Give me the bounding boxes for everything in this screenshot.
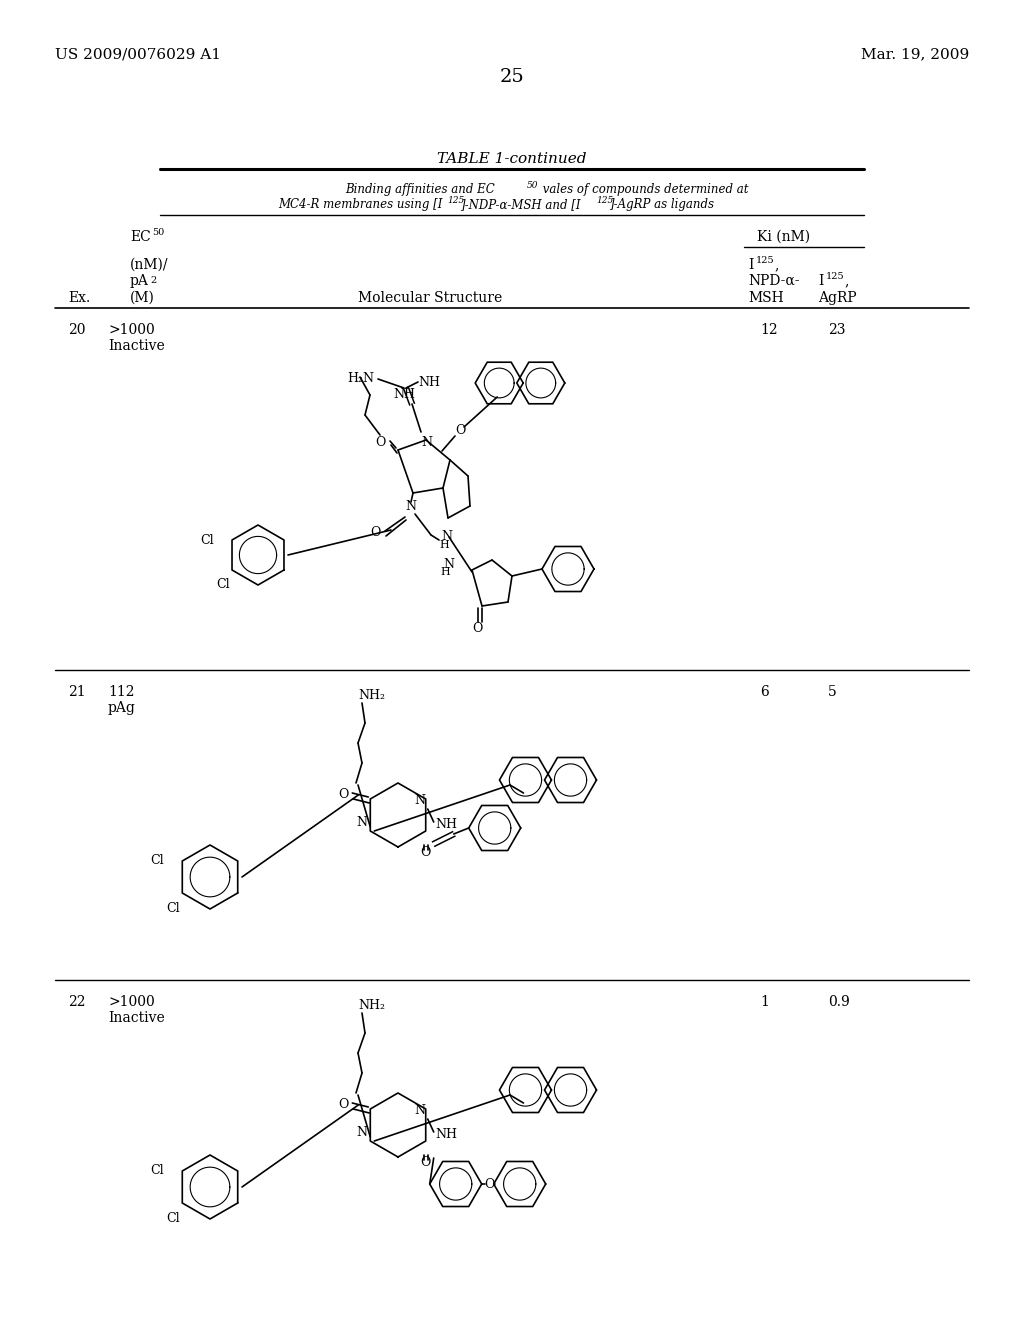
Text: N: N [356, 817, 368, 829]
Text: NH: NH [436, 817, 458, 830]
Text: pA: pA [130, 275, 148, 288]
Text: 6: 6 [760, 685, 769, 700]
Text: Cl: Cl [166, 903, 180, 916]
Text: 50: 50 [527, 181, 539, 190]
Text: Ex.: Ex. [68, 290, 90, 305]
Text: O: O [421, 1155, 431, 1168]
Text: 50: 50 [152, 228, 164, 238]
Text: I: I [818, 275, 823, 288]
Text: MSH: MSH [748, 290, 783, 305]
Text: EC: EC [130, 230, 151, 244]
Text: ,: , [774, 257, 778, 272]
Text: 125: 125 [596, 195, 613, 205]
Text: AgRP: AgRP [818, 290, 857, 305]
Text: ]-NDP-α-MSH and [I: ]-NDP-α-MSH and [I [460, 198, 581, 211]
Text: O: O [455, 425, 465, 437]
Text: (M): (M) [130, 290, 155, 305]
Text: ]-AgRP as ligands: ]-AgRP as ligands [609, 198, 714, 211]
Text: 20: 20 [68, 323, 85, 337]
Text: Mar. 19, 2009: Mar. 19, 2009 [861, 48, 969, 61]
Text: N: N [356, 1126, 368, 1139]
Text: 12: 12 [760, 323, 777, 337]
Text: pAg: pAg [108, 701, 136, 715]
Text: Cl: Cl [151, 1164, 164, 1177]
Text: Ki (nM): Ki (nM) [758, 230, 811, 244]
Text: MC4-R membranes using [I: MC4-R membranes using [I [278, 198, 442, 211]
Text: O: O [371, 525, 381, 539]
Text: O: O [484, 1177, 495, 1191]
Text: H₂N: H₂N [347, 371, 374, 384]
Text: N: N [422, 437, 432, 450]
Text: NPD-α-: NPD-α- [748, 275, 800, 288]
Text: N: N [415, 795, 425, 808]
Text: 5: 5 [828, 685, 837, 700]
Text: O: O [338, 1098, 348, 1111]
Text: NH₂: NH₂ [358, 689, 385, 702]
Text: 22: 22 [68, 995, 85, 1008]
Text: NH₂: NH₂ [358, 999, 385, 1012]
Text: Cl: Cl [201, 533, 214, 546]
Text: Molecular Structure: Molecular Structure [357, 290, 502, 305]
Text: 0.9: 0.9 [828, 995, 850, 1008]
Text: 1: 1 [760, 995, 769, 1008]
Text: O: O [421, 846, 431, 858]
Text: O: O [338, 788, 348, 801]
Text: N: N [441, 531, 452, 544]
Text: (nM)/: (nM)/ [130, 257, 169, 272]
Text: H: H [439, 540, 449, 550]
Text: 2: 2 [150, 276, 157, 285]
Text: Cl: Cl [216, 578, 230, 591]
Text: NH: NH [393, 388, 415, 400]
Text: I: I [748, 257, 754, 272]
Text: NH: NH [436, 1127, 458, 1140]
Text: TABLE 1-continued: TABLE 1-continued [437, 152, 587, 166]
Text: Binding affinities and EC: Binding affinities and EC [345, 183, 495, 195]
Text: N: N [406, 500, 417, 513]
Text: >1000: >1000 [108, 323, 155, 337]
Text: Cl: Cl [166, 1213, 180, 1225]
Text: O: O [376, 436, 386, 449]
Text: 125: 125 [756, 256, 774, 265]
Text: vales of compounds determined at: vales of compounds determined at [539, 183, 749, 195]
Text: ,: , [844, 275, 848, 288]
Text: NH: NH [418, 375, 440, 388]
Text: 112: 112 [108, 685, 134, 700]
Text: Inactive: Inactive [108, 1011, 165, 1026]
Text: H: H [440, 568, 450, 577]
Text: Inactive: Inactive [108, 339, 165, 352]
Text: US 2009/0076029 A1: US 2009/0076029 A1 [55, 48, 221, 61]
Text: 125: 125 [447, 195, 464, 205]
Text: Cl: Cl [151, 854, 164, 867]
Text: 21: 21 [68, 685, 86, 700]
Text: 125: 125 [826, 272, 845, 281]
Text: N: N [415, 1105, 425, 1118]
Text: >1000: >1000 [108, 995, 155, 1008]
Text: 25: 25 [500, 69, 524, 86]
Text: O: O [472, 622, 482, 635]
Text: N: N [443, 557, 454, 570]
Text: 23: 23 [828, 323, 846, 337]
